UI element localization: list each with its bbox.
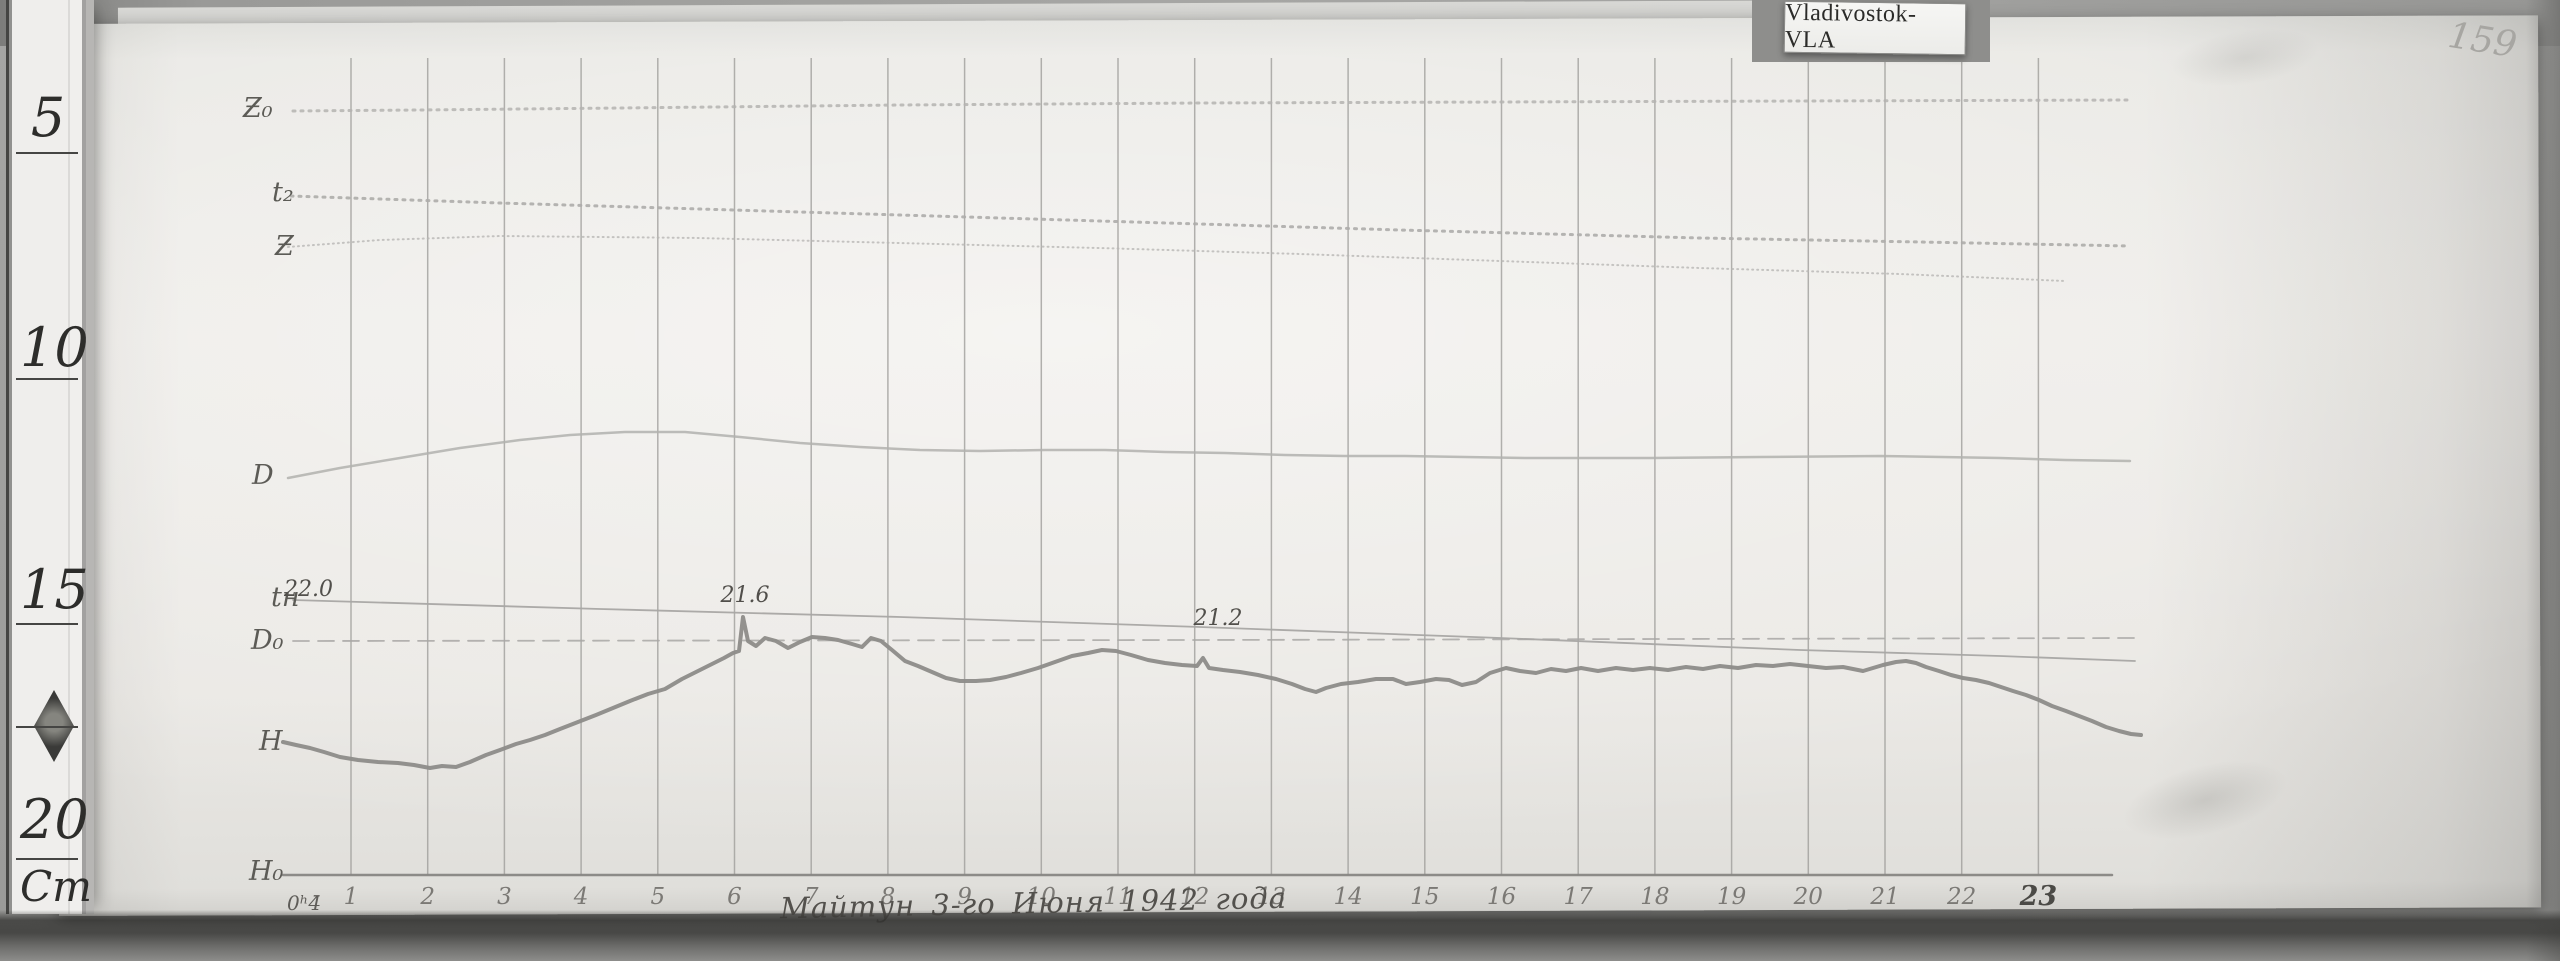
ruler-unit-label: Cm — [20, 862, 92, 911]
trace-label-D0: D₀ — [251, 625, 284, 656]
annotation-tn-value-6h: 21.6 — [720, 583, 770, 608]
annotation-tn-value-start: 22.0 — [284, 577, 333, 602]
photo-right-edge — [2526, 0, 2560, 961]
ruler-tick-line — [16, 858, 78, 860]
trace-D0 — [292, 637, 2136, 642]
x-axis-tick-label: 8 — [880, 884, 896, 910]
x-axis-tick-label: 13 — [1256, 884, 1287, 910]
ruler-tick-line — [16, 726, 78, 728]
x-axis-tick-label: 21 — [1870, 884, 1900, 910]
x-axis-tick-label: 6 — [727, 884, 742, 910]
trace-label-Z0: Ƶ₀ — [243, 93, 273, 124]
trace-t2 — [289, 194, 2132, 248]
x-axis-tick-label: 7 — [803, 884, 819, 910]
x-axis-tick-label: 11 — [1103, 884, 1133, 910]
trace-label-D: D — [252, 460, 274, 491]
annotation-tn-value-12h: 21.2 — [1193, 606, 1243, 631]
cm-ruler: Cm 5 10 15 20 — [6, 0, 94, 914]
x-axis-tick-label: 20 — [1793, 884, 1823, 910]
trace-D — [286, 430, 2132, 480]
trace-label-Z: Ƶ — [275, 231, 294, 262]
x-axis-tick-label: 14 — [1333, 884, 1363, 910]
x-axis-tick-label: 22 — [1947, 884, 1977, 910]
trace-H — [281, 615, 2143, 770]
x-axis-tick-label: 23 — [2019, 881, 2058, 912]
x-axis-labels: 1 2 3 4 5 6 7 8 9 10 11 12 13 14 15 16 17 18 19 20 21 22 23 — [0, 881, 2560, 924]
x-axis-tick-label: 4 — [573, 884, 589, 910]
trace-label-t2: t₂ — [272, 177, 294, 208]
x-axis-tick-label: 15 — [1410, 884, 1440, 910]
ruler-tick-line — [16, 623, 78, 625]
x-axis-tick-label: 16 — [1486, 884, 1517, 910]
trace-label-H: H — [259, 726, 283, 757]
x-axis-tick-label: 17 — [1563, 884, 1593, 910]
x-axis-tick-label: 9 — [957, 884, 972, 910]
ruler-number: 10 — [20, 316, 89, 379]
x-axis-tick-label: 12 — [1180, 884, 1210, 910]
station-label-card: Vladivostok-VLA — [1783, 0, 1967, 56]
trace-label-H0: H₀ — [249, 856, 284, 887]
x-axis-tick-label: 3 — [497, 884, 512, 910]
ruler-tick-line — [16, 152, 78, 154]
ruler-number: 15 — [20, 558, 89, 621]
station-label: Vladivostok-VLA — [1784, 0, 1917, 54]
x-axis-tick-label: 18 — [1640, 884, 1670, 910]
ruler-number: 5 — [30, 86, 66, 149]
x-axis-tick-label: 1 — [343, 884, 359, 910]
x-axis-tick-label: 19 — [1716, 884, 1747, 910]
ruler-number: 20 — [20, 788, 89, 851]
trace-Z — [287, 235, 2066, 282]
x-axis-tick-label: 10 — [1026, 884, 1056, 910]
trace-tn — [292, 599, 2136, 662]
trace-Z0 — [291, 98, 2132, 113]
x-axis-tick-label: 5 — [650, 884, 666, 910]
trace-label-tn: tн — [271, 582, 300, 613]
x-axis-tick-label: 2 — [420, 884, 436, 910]
ruler-tick-line — [16, 378, 78, 380]
table-shadow-bottom — [0, 910, 2560, 961]
